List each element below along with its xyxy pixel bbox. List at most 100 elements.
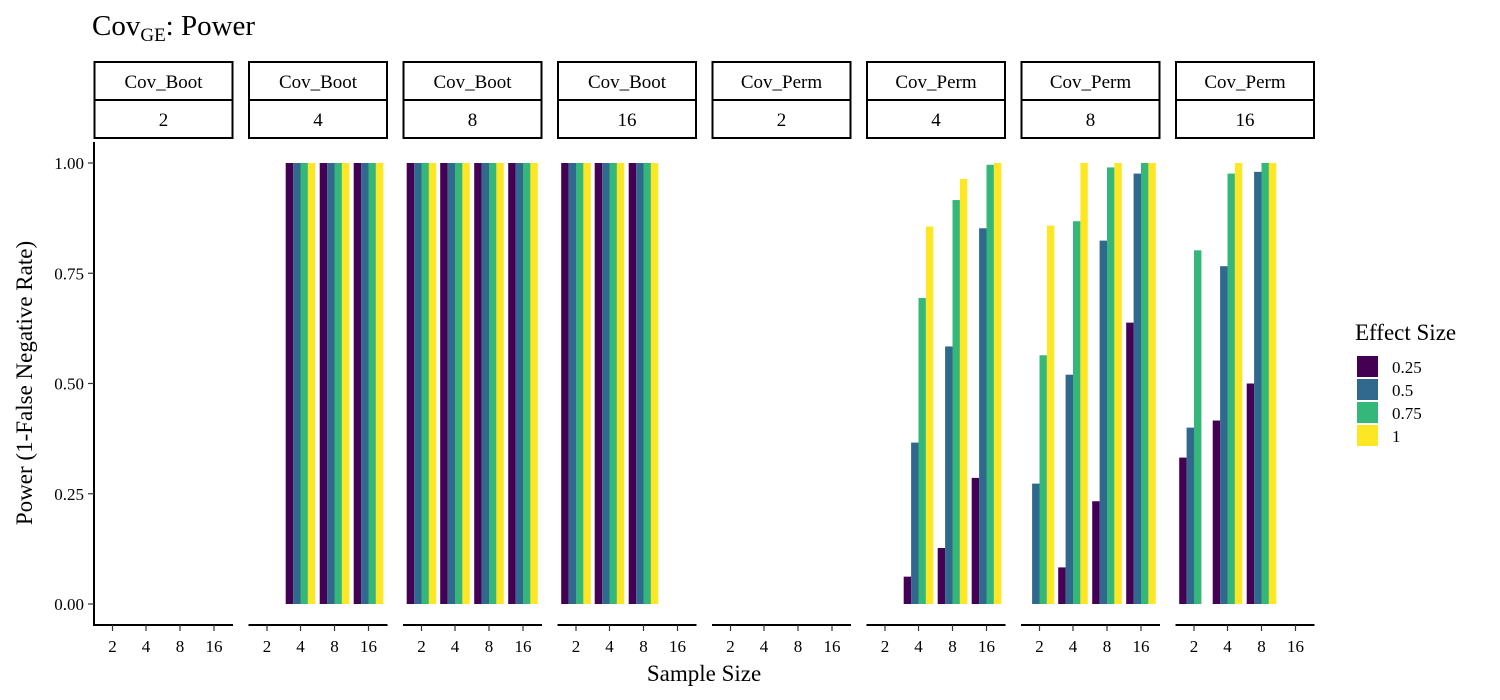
strip-label-facet: 8 (1086, 110, 1096, 131)
bar (628, 163, 637, 604)
strip-box-facet (557, 99, 697, 139)
bar (1039, 355, 1047, 604)
chart-title-subscript: GE (140, 25, 165, 46)
bar (1065, 374, 1073, 604)
bar (952, 200, 960, 604)
x-tick-label: 2 (726, 637, 735, 656)
strip-label-method: Cov_Perm (895, 72, 977, 93)
y-tick-label: 1.00 (54, 154, 84, 173)
bar (1227, 173, 1235, 605)
x-tick-label: 2 (108, 637, 117, 656)
bar (300, 163, 308, 604)
bar (1058, 567, 1066, 604)
x-tick-label: 4 (914, 637, 923, 656)
bar (523, 163, 531, 604)
x-tick-label: 16 (1287, 637, 1304, 656)
legend-label: 0.75 (1392, 404, 1422, 423)
bar (986, 164, 994, 604)
bar (650, 163, 659, 604)
bar (609, 163, 617, 604)
bar (971, 477, 980, 604)
strip-label-method: Cov_Boot (279, 72, 358, 93)
x-tick-label: 2 (572, 637, 581, 656)
x-tick-label: 4 (451, 637, 460, 656)
bar (1080, 163, 1088, 604)
bar (1092, 501, 1100, 604)
legend-swatch (1357, 379, 1378, 400)
bar (1114, 163, 1122, 604)
strip-label-facet: 16 (1236, 110, 1255, 131)
y-tick-label: 0.00 (54, 595, 84, 614)
strip-box-facet (402, 99, 543, 139)
bar (440, 163, 448, 604)
legend: Effect Size 0.25 0.5 0.75 1 (1355, 320, 1456, 446)
strip-box-method (93, 61, 234, 101)
facet-panel: Cov_Boot 8 2 4 8 16 (402, 61, 543, 656)
facet-panel: Cov_Perm 16 2 4 8 16 (1175, 61, 1315, 656)
x-tick-label: 4 (1223, 637, 1232, 656)
bar (945, 346, 953, 604)
facet-panels: Cov_Boot 2 2 4 8 16 Cov_Boot 4 2 4 8 16 Cov_Boot 8 2 4 8… (93, 61, 1315, 656)
bar (1133, 173, 1141, 605)
strip-label-facet: 2 (159, 110, 169, 131)
bar (1107, 167, 1115, 604)
bar (1220, 266, 1228, 604)
bar (903, 576, 912, 604)
y-axis-title: Power (1-False Negative Rate) (12, 241, 37, 525)
x-tick-label: 8 (1103, 637, 1112, 656)
bar (1099, 240, 1107, 604)
x-tick-label: 16 (669, 637, 686, 656)
bar (368, 163, 376, 604)
bar (462, 163, 470, 604)
bar (1268, 163, 1277, 604)
x-tick-label: 8 (1257, 637, 1266, 656)
bar (455, 163, 463, 604)
bar (447, 163, 455, 604)
strip-box-method (711, 61, 852, 101)
x-tick-label: 8 (485, 637, 494, 656)
bar (1254, 171, 1262, 604)
x-tick-label: 16 (1133, 637, 1150, 656)
facet-panel: Cov_Perm 2 2 4 8 16 (711, 61, 852, 656)
bar (481, 163, 489, 604)
bar (1126, 322, 1134, 604)
strip-box-method (248, 61, 388, 101)
x-tick-label: 8 (639, 637, 648, 656)
bar (406, 163, 415, 604)
x-tick-label: 16 (360, 637, 377, 656)
bar (334, 163, 342, 604)
bar (489, 163, 497, 604)
bar (993, 163, 1002, 604)
strip-box-facet (711, 99, 852, 139)
bar (496, 163, 504, 604)
x-tick-label: 2 (263, 637, 272, 656)
bar (307, 163, 316, 604)
legend-label: 1 (1392, 427, 1401, 446)
bar (293, 163, 301, 604)
x-axis-title: Sample Size (647, 661, 761, 686)
bar (1246, 383, 1255, 604)
x-tick-label: 8 (330, 637, 339, 656)
bar (594, 163, 603, 604)
strip-label-method: Cov_Boot (588, 72, 667, 93)
x-tick-label: 2 (417, 637, 426, 656)
bar (583, 163, 591, 604)
x-tick-label: 2 (1190, 637, 1199, 656)
bar (576, 163, 584, 604)
bar (1148, 163, 1156, 604)
y-tick-label: 0.50 (54, 375, 84, 394)
bar (474, 163, 482, 604)
bar (561, 163, 569, 604)
x-tick-label: 16 (515, 637, 532, 656)
bar (1234, 163, 1243, 604)
bar (428, 163, 437, 604)
x-tick-label: 4 (1069, 637, 1078, 656)
strip-box-method (1175, 61, 1315, 101)
strip-box-method (402, 61, 543, 101)
bar (285, 163, 294, 604)
strip-box-facet (866, 99, 1006, 139)
chart-title: CovGE: Power (92, 10, 255, 46)
bar (421, 163, 429, 604)
bar (1032, 483, 1040, 604)
strip-label-facet: 8 (468, 110, 478, 131)
